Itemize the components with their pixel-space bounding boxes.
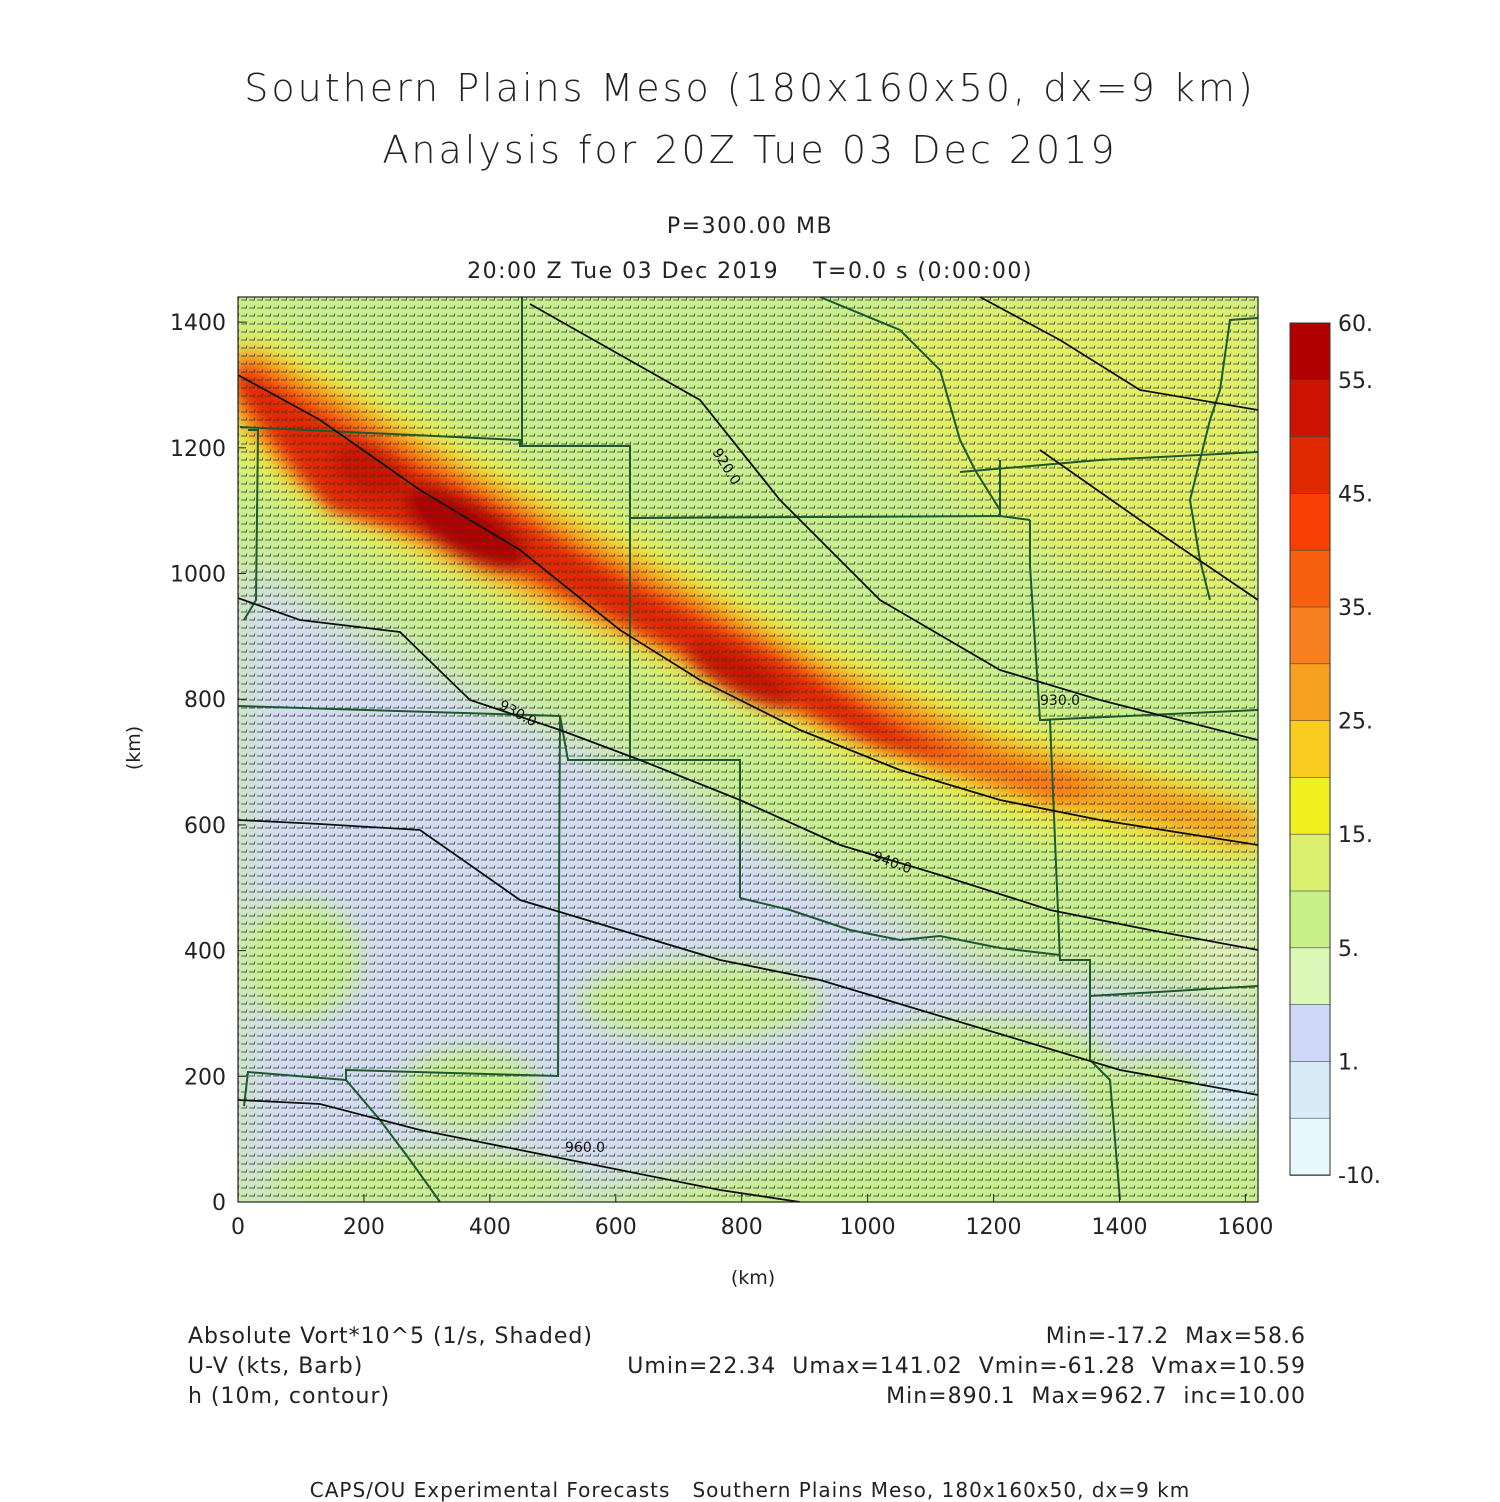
vorticity-shading [238, 297, 1258, 1202]
colorbar-label: 45. [1338, 482, 1373, 507]
y-tick-label: 0 [212, 1191, 226, 1216]
y-tick-label: 600 [184, 814, 226, 839]
contour-label: 960.0 [565, 1140, 605, 1156]
legend-field-2-stats: Umin=22.34 Umax=141.02 Vmin=-61.28 Vmax=… [627, 1354, 1306, 1379]
x-tick-label: 400 [469, 1215, 511, 1240]
colorbar-swatch [1289, 720, 1331, 779]
colorbar-swatch [1289, 606, 1331, 665]
colorbar-swatch [1289, 833, 1331, 892]
y-tick-label: 1200 [170, 437, 226, 462]
x-tick-label: 1000 [840, 1215, 896, 1240]
x-axis: 0 200 400 600 800 1000 1200 1400 1600 [231, 1194, 1273, 1240]
x-tick-label: 200 [343, 1215, 385, 1240]
colorbar-label: 55. [1338, 369, 1373, 394]
x-tick-label: 1200 [966, 1215, 1022, 1240]
colorbar-label: 15. [1338, 823, 1373, 848]
y-tick-label: 1000 [170, 563, 226, 588]
colorbar-swatch [1289, 1117, 1331, 1176]
footer-credit: CAPS/OU Experimental Forecasts Southern … [309, 1478, 1191, 1502]
plot-frame [237, 296, 1259, 1203]
x-tick-label: 800 [721, 1215, 763, 1240]
x-tick-label: 600 [595, 1215, 637, 1240]
colorbar-swatch [1289, 1004, 1331, 1063]
colorbar-label: -10. [1338, 1164, 1381, 1189]
state-borders [238, 297, 1258, 1202]
legend-field-3-stats: Min=890.1 Max=962.7 inc=10.00 [886, 1384, 1306, 1409]
y-tick-label: 1400 [170, 311, 226, 336]
legend-field-1-stats: Min=-17.2 Max=58.6 [1045, 1324, 1306, 1349]
colorbar-label: 25. [1338, 710, 1373, 735]
y-tick-label: 800 [184, 688, 226, 713]
x-tick-label: 0 [231, 1215, 245, 1240]
height-contours [238, 297, 1258, 1202]
legend-field-3: h (10m, contour) [188, 1384, 391, 1409]
legend-field-1: Absolute Vort*10^5 (1/s, Shaded) [188, 1324, 593, 1349]
colorbar-label: 1. [1338, 1050, 1359, 1075]
colorbar-swatch [1289, 493, 1331, 551]
figure-title-line-2: Analysis for 20Z Tue 03 Dec 2019 [382, 128, 1118, 172]
colorbar-swatch [1289, 947, 1331, 1006]
colorbar-labels: 60. 55. 45. 35. 25. 15. 5. 1. -10. [1338, 312, 1381, 1189]
figure-title-line-1: Southern Plains Meso (180x160x50, dx=9 k… [244, 66, 1256, 110]
x-tick-label: 1400 [1091, 1215, 1147, 1240]
colorbar [1289, 322, 1331, 1176]
pressure-level: P=300.00 MB [666, 214, 834, 239]
colorbar-swatch [1289, 549, 1331, 608]
y-axis: 0 200 400 600 800 1000 1200 1400 [170, 311, 246, 1216]
colorbar-swatch [1289, 890, 1331, 949]
colorbar-swatch [1289, 1061, 1331, 1120]
colorbar-frame [1289, 322, 1331, 1176]
legend-field-2: U-V (kts, Barb) [188, 1354, 364, 1379]
colorbar-swatch [1289, 322, 1331, 381]
colorbar-label: 35. [1338, 596, 1373, 621]
valid-time: 20:00 Z Tue 03 Dec 2019 T=0.0 s (0:00:00… [467, 259, 1033, 284]
colorbar-swatch [1289, 379, 1331, 438]
colorbar-swatch [1289, 777, 1331, 836]
x-tick-label: 1600 [1217, 1215, 1273, 1240]
contour-label: 930.0 [1040, 693, 1080, 709]
colorbar-label: 60. [1338, 312, 1373, 337]
colorbar-label: 5. [1338, 937, 1359, 962]
colorbar-swatch [1289, 663, 1331, 722]
colorbar-swatch [1289, 436, 1331, 495]
x-axis-label: (km) [731, 1267, 775, 1289]
y-tick-label: 200 [184, 1065, 226, 1090]
y-axis-label: (km) [123, 726, 145, 770]
y-tick-label: 400 [184, 940, 226, 965]
